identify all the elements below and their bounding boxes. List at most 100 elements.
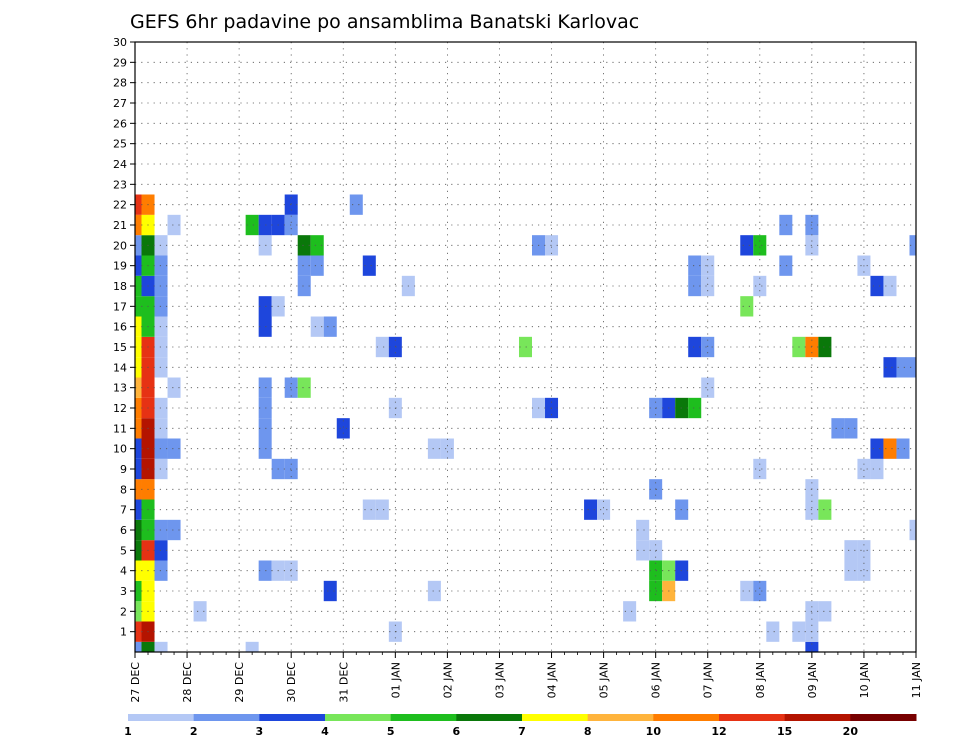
x-tick-label: 29 DEC [233, 662, 246, 703]
heatmap-cell [154, 418, 168, 439]
x-tick-label: 05 JAN [598, 662, 611, 698]
y-tick-label: 12 [113, 402, 127, 415]
heatmap-cell [518, 336, 533, 358]
x-tick-label: 01 JAN [389, 662, 402, 698]
y-tick-label: 3 [120, 585, 127, 598]
heatmap-cell [135, 296, 142, 317]
heatmap-cell [135, 621, 142, 642]
heatmap-cell [818, 336, 832, 358]
heatmap-cell [135, 560, 142, 581]
heatmap-cell [154, 641, 168, 652]
y-tick-label: 18 [113, 280, 127, 293]
colorbar-segment [719, 714, 786, 721]
heatmap-cell [909, 235, 916, 256]
x-axis-ticks: 27 DEC 28 DEC 29 DEC 30 DEC 31 DEC 01 JAN 02 J… [129, 652, 923, 703]
heatmap-cell [258, 235, 272, 256]
x-tick-label: 27 DEC [129, 662, 142, 703]
y-tick-label: 21 [113, 219, 127, 232]
heatmap-cell [297, 275, 311, 297]
y-tick-label: 26 [113, 117, 127, 130]
heatmap-cell [141, 641, 155, 652]
heatmap-cell [154, 316, 168, 337]
heatmap-cell [154, 255, 168, 276]
heatmap-cell [649, 540, 663, 561]
y-tick-label: 14 [113, 361, 127, 374]
y-tick-label: 22 [113, 199, 127, 212]
y-tick-label: 27 [113, 97, 127, 110]
heatmap-cell [258, 214, 272, 236]
colorbar-label: 15 [777, 725, 792, 738]
y-tick-label: 15 [113, 341, 127, 354]
heatmap-cell [349, 194, 363, 215]
heatmap-cell [844, 540, 858, 561]
heatmap-cell [135, 540, 142, 561]
heatmap-cell [688, 336, 702, 358]
heatmap-cell [193, 601, 207, 622]
x-tick-label: 09 JAN [806, 662, 819, 698]
heatmap-cell [135, 438, 142, 459]
heatmap-cell [135, 235, 142, 256]
y-tick-label: 25 [113, 138, 127, 151]
heatmap-cell [258, 560, 272, 581]
colorbar-label: 7 [518, 725, 526, 738]
x-tick-label: 06 JAN [650, 662, 663, 698]
y-tick-label: 7 [120, 504, 127, 517]
heatmap-cell [701, 377, 715, 398]
heatmap-cell [375, 336, 389, 358]
heatmap-cell [649, 580, 663, 602]
heatmap-cell [896, 357, 910, 378]
heatmap-cell [154, 357, 168, 378]
heatmap-cell [154, 336, 168, 358]
heatmap-cell [154, 235, 168, 256]
heatmap-cell [167, 438, 181, 459]
heatmap-cell [135, 580, 142, 602]
y-tick-label: 17 [113, 300, 127, 313]
heatmap-cell [597, 499, 611, 520]
heatmap-cell [135, 336, 142, 358]
heatmap-cell [336, 418, 350, 439]
heatmap-cell [870, 275, 884, 297]
x-tick-label: 03 JAN [493, 662, 506, 698]
y-tick-label: 4 [120, 565, 127, 578]
y-tick-label: 16 [113, 321, 127, 334]
x-tick-label: 10 JAN [858, 662, 871, 698]
colorbar-segment [128, 714, 195, 721]
y-tick-label: 28 [113, 77, 127, 90]
heatmap-cell [167, 519, 181, 541]
heatmap-cell [909, 519, 916, 541]
heatmap-cell [753, 235, 767, 256]
heatmap-cell [688, 255, 702, 276]
heatmap-cell [135, 275, 142, 297]
x-tick-label: 28 DEC [181, 662, 194, 703]
heatmap-cell [740, 580, 754, 602]
heatmap-cell [701, 275, 715, 297]
heatmap-cell [740, 296, 754, 317]
y-tick-label: 2 [120, 605, 127, 618]
grid-lines [135, 42, 916, 652]
x-tick-label: 11 JAN [910, 662, 923, 698]
heatmap-cell [844, 560, 858, 581]
heatmap-cell [779, 255, 793, 276]
heatmap-cell [154, 560, 168, 581]
heatmap-cell [154, 519, 168, 541]
heatmap-cell [375, 499, 389, 520]
heatmap-cell [623, 601, 637, 622]
heatmap-cell [135, 418, 142, 439]
x-tick-label: 30 DEC [285, 662, 298, 703]
heatmap-cell [766, 621, 780, 642]
heatmap-cell [135, 397, 142, 419]
heatmap-cell [831, 418, 845, 439]
heatmap-cell [258, 438, 272, 459]
colorbar-label: 4 [321, 725, 329, 738]
heatmap-cell [310, 235, 324, 256]
heatmap-cell [297, 235, 311, 256]
heatmap-cell [909, 357, 916, 378]
x-tick-label: 31 DEC [337, 662, 350, 703]
heatmap-cell [779, 214, 793, 236]
y-tick-label: 29 [113, 56, 127, 69]
y-tick-label: 1 [120, 626, 127, 639]
heatmap-cell [258, 316, 272, 337]
heatmap-cell [297, 377, 311, 398]
heatmap-cell [870, 438, 884, 459]
heatmap-cell [167, 214, 181, 236]
